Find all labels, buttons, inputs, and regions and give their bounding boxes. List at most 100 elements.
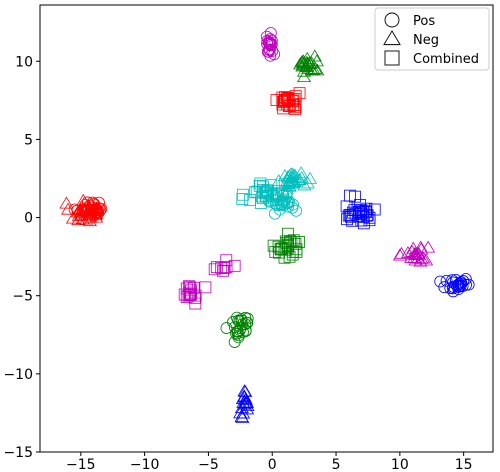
- point-square: [286, 245, 299, 258]
- point-triangle: [413, 254, 428, 267]
- point-circle: [434, 275, 447, 288]
- point-square: [208, 263, 221, 276]
- point-square: [236, 188, 249, 201]
- y-tick-label: 10: [15, 54, 33, 70]
- x-tick-label: 15: [455, 457, 473, 472]
- plot-frame: [39, 4, 494, 453]
- point-square: [257, 192, 270, 205]
- point-square: [278, 178, 291, 191]
- point-triangle: [297, 64, 312, 77]
- point-square: [363, 214, 376, 227]
- point-triangle: [73, 203, 88, 216]
- x-tick-label: −15: [66, 457, 96, 472]
- point-square: [279, 95, 292, 108]
- point-triangle: [238, 396, 253, 409]
- legend-label-neg: Neg: [413, 33, 439, 48]
- point-circle: [269, 191, 282, 204]
- x-tick-label: 10: [391, 457, 409, 472]
- point-circle: [452, 280, 465, 293]
- legend-label-combined: Combined: [413, 52, 479, 67]
- point-square: [228, 259, 241, 272]
- points-layer: [59, 27, 475, 423]
- point-triangle: [284, 167, 299, 180]
- point-triangle: [76, 193, 91, 206]
- point-triangle: [302, 171, 318, 184]
- point-circle: [264, 49, 277, 62]
- point-circle: [231, 325, 244, 337]
- point-triangle: [392, 248, 407, 261]
- point-triangle: [296, 54, 311, 67]
- point-square: [289, 103, 301, 116]
- legend-circle-marker: [384, 12, 400, 28]
- point-triangle: [71, 213, 86, 226]
- point-triangle: [277, 168, 292, 181]
- point-square: [354, 199, 366, 211]
- point-triangle: [90, 203, 105, 216]
- point-triangle: [73, 206, 88, 219]
- legend-label-pos: Pos: [413, 14, 435, 29]
- point-square: [273, 246, 285, 259]
- point-triangle: [271, 174, 286, 187]
- point-square: [346, 206, 359, 219]
- legend-triangle-marker: [383, 30, 401, 46]
- x-tick-label: 0: [268, 457, 277, 472]
- point-triangle: [284, 174, 299, 187]
- point-square: [261, 184, 274, 197]
- point-square: [236, 193, 249, 205]
- point-square: [210, 261, 223, 274]
- point-circle: [220, 322, 233, 334]
- point-triangle: [310, 63, 325, 76]
- point-triangle: [304, 62, 319, 75]
- point-square: [199, 281, 212, 294]
- legend-square-marker: [384, 50, 400, 66]
- point-square: [282, 238, 294, 251]
- point-circle: [290, 204, 303, 217]
- point-circle: [264, 33, 277, 46]
- point-circle: [273, 203, 286, 216]
- point-triangle: [89, 201, 104, 214]
- point-triangle: [61, 202, 76, 215]
- point-triangle: [238, 384, 253, 397]
- axis-ticks: −15 −10 −5 0 5 10 15 −15 −10 −5 0 5 10: [3, 54, 472, 472]
- point-circle: [241, 312, 254, 325]
- point-circle: [232, 329, 245, 342]
- point-circle: [451, 280, 463, 292]
- point-triangle: [235, 410, 250, 423]
- point-square: [180, 282, 193, 295]
- point-square: [277, 95, 290, 108]
- point-square: [285, 236, 298, 248]
- point-square: [217, 264, 229, 277]
- point-triangle: [240, 402, 255, 415]
- point-square: [286, 95, 299, 108]
- point-triangle: [75, 201, 90, 214]
- point-square: [178, 288, 191, 301]
- point-triangle: [89, 206, 104, 219]
- point-triangle: [300, 56, 315, 69]
- legend: Pos Neg Combined: [374, 7, 490, 71]
- point-square: [344, 189, 356, 202]
- point-triangle: [282, 174, 297, 187]
- point-circle: [233, 315, 246, 328]
- point-circle: [265, 34, 278, 47]
- point-triangle: [70, 205, 85, 218]
- point-triangle: [407, 250, 422, 263]
- point-square: [182, 280, 195, 293]
- legend-items: Pos Neg Combined: [383, 12, 479, 67]
- point-square: [290, 243, 303, 256]
- point-square: [361, 209, 374, 222]
- y-tick-label: 5: [24, 132, 33, 148]
- point-triangle: [414, 242, 429, 255]
- point-triangle: [419, 253, 434, 266]
- y-tick-label: −10: [3, 367, 33, 383]
- y-tick-label: 0: [24, 211, 33, 227]
- point-square: [344, 209, 357, 221]
- point-triangle: [296, 58, 311, 71]
- x-tick-label: 5: [332, 457, 341, 472]
- point-triangle: [294, 166, 309, 179]
- point-square: [187, 281, 200, 294]
- point-triangle: [297, 70, 312, 83]
- point-square: [220, 261, 233, 273]
- point-triangle: [82, 210, 98, 223]
- point-square: [276, 91, 289, 104]
